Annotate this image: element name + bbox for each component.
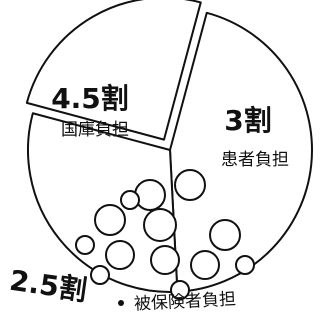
value-label: 2.5割	[7, 264, 88, 307]
value-label: 4.5割	[51, 82, 129, 115]
category-label: 患者負担	[221, 150, 289, 170]
category-label: 国庫負担	[61, 120, 129, 140]
chart: 4.5割国庫負担 3割患者負担 2.5割被保険者負担	[0, 0, 317, 319]
value-label: 3割	[224, 104, 271, 137]
category-label: 被保険者負担	[134, 289, 237, 314]
bullet	[118, 300, 124, 306]
